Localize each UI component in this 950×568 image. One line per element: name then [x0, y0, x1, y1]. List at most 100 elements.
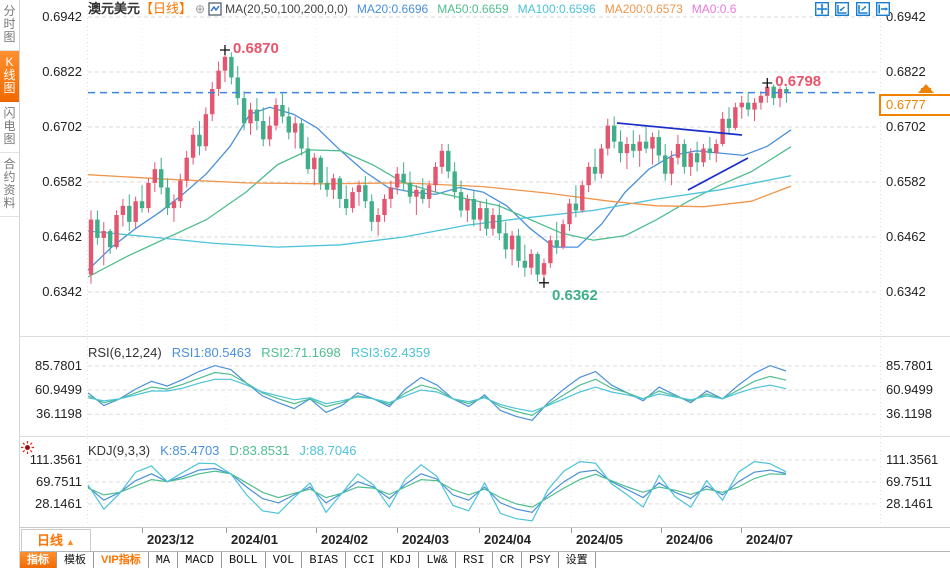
- period-selector[interactable]: 日线 ▲: [21, 529, 91, 552]
- sidebar-item-2[interactable]: K线图: [0, 51, 19, 102]
- candle-23: [229, 56, 234, 78]
- toolbar-item-PSY[interactable]: PSY: [522, 552, 559, 568]
- candle-99: [714, 143, 719, 154]
- toolbar-item-模板[interactable]: 模板: [57, 552, 94, 568]
- candle-37: [318, 157, 323, 183]
- toolbar-item-RSI[interactable]: RSI: [456, 552, 493, 568]
- sidebar-item-1[interactable]: 分时图: [0, 0, 19, 51]
- candle-98: [707, 148, 713, 154]
- price-label-right-5: 0.6462: [886, 229, 926, 244]
- candle-13: [165, 187, 170, 209]
- candle-72: [541, 263, 547, 275]
- indicator-settings-sun-icon[interactable]: [20, 440, 35, 460]
- month-tick-7: [661, 528, 662, 533]
- candle-59: [458, 192, 464, 211]
- ma-value-1: MA20:0.6696: [356, 2, 429, 16]
- candle-100: [720, 118, 725, 144]
- toolbar-item-MA[interactable]: MA: [149, 552, 179, 568]
- price-label-left-1: 0.6942: [42, 9, 82, 24]
- candle-2: [95, 219, 100, 238]
- candle-79: [586, 166, 591, 186]
- candle-5: [114, 215, 119, 248]
- ma-values: MA20:0.6696 MA50:0.6659 MA100:0.6596 MA200:…: [348, 2, 737, 16]
- candle-27: [254, 109, 260, 122]
- overlay-ma20: [87, 106, 792, 271]
- month-label-3: 2024/02: [321, 532, 368, 547]
- candle-49: [395, 173, 400, 188]
- price-label-right-1: 0.6942: [886, 9, 926, 24]
- candle-6: [120, 205, 126, 215]
- candle-44: [363, 185, 368, 202]
- candle-29: [267, 125, 272, 140]
- candle-30: [273, 105, 279, 126]
- candle-91: [663, 155, 668, 174]
- candle-96: [694, 153, 700, 163]
- trendline-2: [687, 157, 749, 191]
- candle-97: [701, 148, 706, 163]
- month-tick-5: [479, 528, 480, 533]
- toolbar-item-BOLL[interactable]: BOLL: [222, 552, 266, 568]
- ma-value-4: MA200:0.6573: [604, 2, 683, 16]
- candle-107: [765, 86, 770, 96]
- sidebar-item-3[interactable]: 闪电图: [0, 102, 19, 153]
- candle-17: [190, 134, 196, 158]
- rsi-series-RSI3: [87, 378, 787, 413]
- axis-zoom-in-icon[interactable]: [855, 1, 870, 17]
- crosshair-icon[interactable]: [814, 1, 830, 17]
- candle-9: [139, 201, 145, 209]
- candle-74: [554, 240, 559, 248]
- month-tick-6: [571, 528, 572, 533]
- price-up-arrow: [918, 84, 934, 93]
- sidebar-item-4[interactable]: 合约资料: [0, 153, 19, 217]
- candle-95: [688, 153, 693, 167]
- rsi-label-left-1: 85.7801: [35, 357, 82, 373]
- candle-102: [733, 107, 738, 128]
- period-label: 日线: [37, 533, 64, 548]
- candle-26: [248, 109, 253, 124]
- candle-41: [344, 198, 349, 209]
- candle-103: [739, 102, 744, 108]
- candle-89: [650, 137, 655, 149]
- candle-46: [375, 215, 381, 222]
- add-indicator-icon[interactable]: ⊕: [195, 2, 206, 16]
- candle-57: [446, 150, 451, 172]
- candle-39: [331, 178, 336, 190]
- candle-53: [420, 189, 425, 199]
- candle-7: [127, 205, 132, 222]
- toolbar-item-指标[interactable]: 指标: [19, 552, 57, 568]
- candle-81: [599, 148, 604, 174]
- chart-style-icon[interactable]: [208, 2, 222, 20]
- month-label-6: 2024/05: [576, 532, 623, 547]
- toolbar-item-KDJ[interactable]: KDJ: [383, 552, 420, 568]
- candle-28: [261, 121, 266, 140]
- candle-32: [286, 116, 291, 133]
- candle-42: [350, 192, 355, 209]
- time-axis: 日线 ▲ 2023/12 2024/01 2024/02 2024/03 2024/04 2…: [19, 527, 950, 552]
- month-tick-8: [741, 528, 742, 533]
- toolbar-item-CR[interactable]: CR: [493, 552, 523, 568]
- candle-63: [484, 208, 489, 229]
- kdj-params: KDJ(9,3,3): [88, 443, 151, 458]
- candle-76: [567, 203, 572, 225]
- toolbar-item-CCI[interactable]: CCI: [346, 552, 383, 568]
- pan-right-icon[interactable]: [876, 1, 891, 17]
- rsi-values: RSI1:80.5463 RSI2:71.1698 RSI3:62.4359: [162, 345, 431, 360]
- toolbar-item-VOL[interactable]: VOL: [266, 552, 303, 568]
- axis-zoom-out-icon[interactable]: [835, 1, 850, 17]
- toolbar-item-MACD[interactable]: MACD: [178, 552, 222, 568]
- candle-78: [580, 185, 585, 211]
- price-label-left-4: 0.6582: [42, 174, 82, 189]
- candle-16: [184, 157, 189, 181]
- kdj-value-1: K:85.4703: [160, 443, 220, 458]
- rsi-series-RSI2: [87, 371, 787, 417]
- kdj-label-left-3: 28.1461: [35, 495, 82, 511]
- toolbar-item-LW&[interactable]: LW&: [419, 552, 457, 568]
- ma-value-2: MA50:0.6659: [437, 2, 509, 16]
- toolbar-item-设置[interactable]: 设置: [559, 552, 596, 568]
- toolbar-item-VIP指标[interactable]: VIP指标: [94, 552, 149, 568]
- toolbar-item-BIAS[interactable]: BIAS: [302, 552, 347, 568]
- kdj-value-2: D:83.8531: [229, 443, 290, 458]
- chart-canvas[interactable]: 0.6870 0.6362 0.6798: [0, 0, 950, 527]
- ma-value-5: MA0:0.6: [691, 2, 737, 16]
- candle-101: [726, 118, 732, 128]
